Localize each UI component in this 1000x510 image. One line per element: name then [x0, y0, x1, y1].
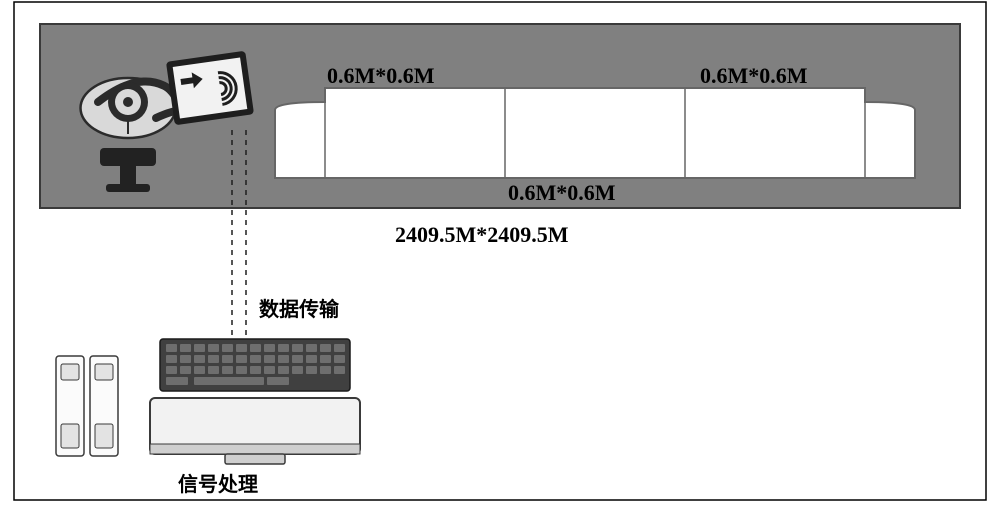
- cell-dim-top-left: 0.6M*0.6M: [327, 63, 435, 89]
- stool: [100, 148, 156, 166]
- keyboard: [160, 339, 350, 391]
- cell-dim-top-right: 0.6M*0.6M: [700, 63, 808, 89]
- monitor: [150, 398, 360, 464]
- monitor-stand: [225, 454, 285, 464]
- speaker-tower: [90, 356, 118, 456]
- speaker-tower: [56, 356, 84, 456]
- diagram-canvas: [0, 0, 1000, 505]
- data-transmission-label: 数据传输: [259, 293, 339, 322]
- sample-tray: [275, 88, 915, 178]
- platform-dim: 2409.5M*2409.5M: [395, 222, 569, 248]
- cell-dim-bottom: 0.6M*0.6M: [508, 180, 616, 206]
- signal-processing-label: 信号处理: [178, 468, 258, 497]
- tablet-device: [166, 51, 254, 126]
